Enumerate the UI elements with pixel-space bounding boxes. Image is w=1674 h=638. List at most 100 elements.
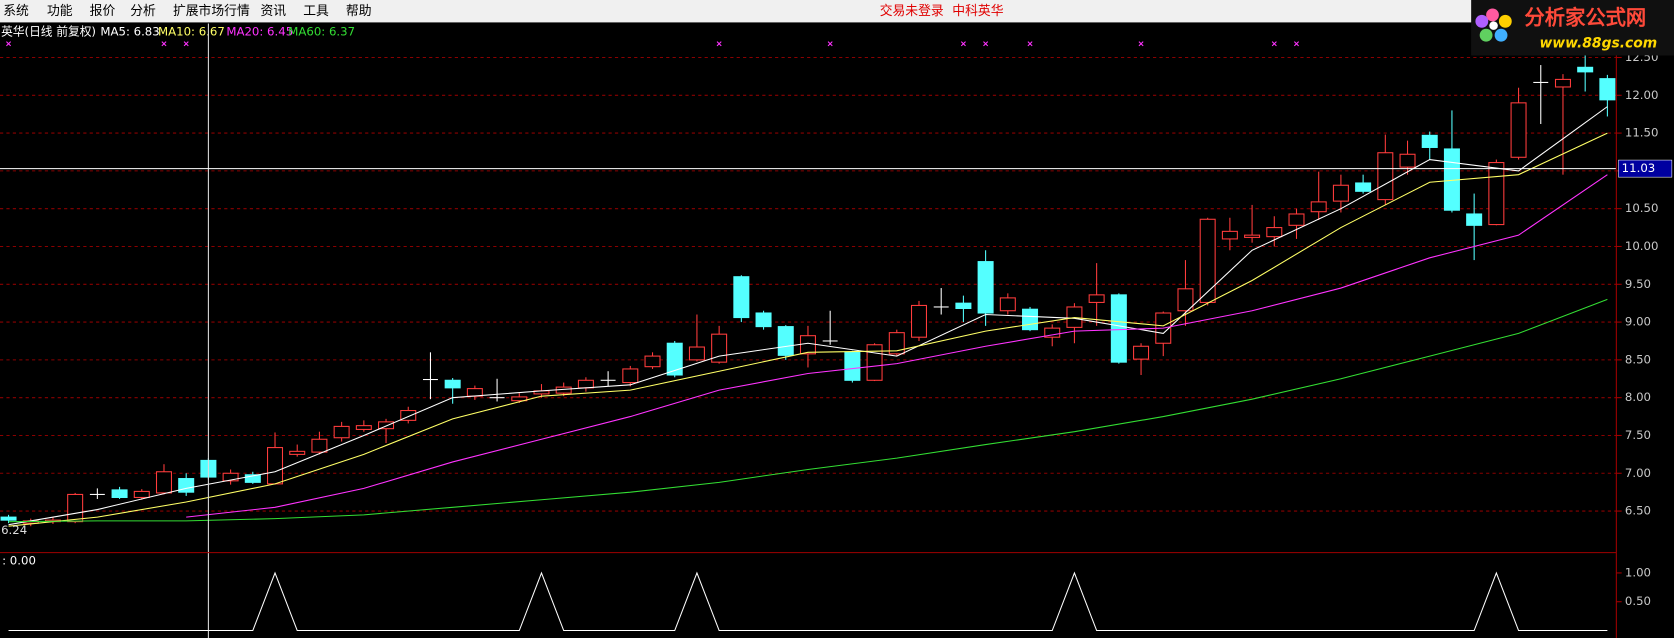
candle-body [1399,153,1416,168]
candle-body [1288,213,1305,226]
candle-body [866,344,883,381]
legend-entry: MA60: 6.37 [288,25,355,39]
y-tick-label: 10.50 [1625,201,1659,215]
ma-line [8,106,1608,526]
signal-mark [960,41,966,47]
menu-item[interactable]: 扩展市场行情 [173,3,250,19]
candle-body [1133,345,1150,360]
y-tick-label: 7.00 [1625,466,1651,480]
candle-body [1554,78,1571,88]
candle-body [777,326,794,356]
ma-line [8,298,1608,523]
candle-body [0,516,17,521]
candle-body [311,438,328,453]
menu-item[interactable]: 工具 [303,4,329,19]
logo-petal [1475,14,1489,28]
signal-mark [983,41,989,47]
signal-mark [183,41,189,47]
candle-body [644,355,661,368]
candle-body [688,346,705,361]
candle-body [1332,184,1349,202]
last-price-label: 11.03 [1622,161,1656,175]
candle-body [1244,234,1261,238]
candle-body [1199,218,1216,303]
candle-body [244,474,261,483]
logo-petal [1498,14,1512,28]
candle-body [999,297,1016,312]
signal-mark [6,41,12,47]
candle-body [378,421,395,430]
candle-body [400,409,417,421]
candle-body [1577,66,1594,73]
menu-item[interactable]: 功能 [47,4,73,19]
candle-body [1177,288,1194,312]
candle-body [888,332,905,355]
logo-petal [1494,28,1508,42]
signal-mark [1271,41,1277,47]
signal-mark [1027,41,1033,47]
logo-url: www.88gs.com [1539,36,1657,52]
legend-entry: MA20: 6.45 [226,25,293,39]
candle-body [1466,213,1483,226]
candle-body [1022,308,1039,331]
logo-petal [1486,8,1499,22]
y-tick-label: 12.00 [1625,88,1659,102]
candle-body [955,302,972,310]
candle-body [1110,294,1127,363]
candle-body [1266,227,1283,238]
candle-body [799,335,816,355]
signal-mark [827,41,833,47]
y-tick-label: 11.50 [1625,126,1659,140]
logo-title: 分析家公式网 [1525,6,1647,30]
y-tick-label: 7.50 [1625,428,1651,442]
candle-body [666,342,683,376]
candle-body [333,425,350,439]
menu-item[interactable]: 系统 [3,4,29,19]
candle-body [910,304,927,338]
y-tick-label: 9.00 [1625,315,1651,329]
candle-body [577,379,594,389]
y-tick-label: 1.00 [1625,565,1651,579]
menu-item[interactable]: 报价 [90,4,116,19]
logo-center [1489,21,1498,30]
min-label: 6.24 [1,523,27,537]
candle-body [466,388,483,397]
candle-body [755,312,772,328]
legend-entry: MA10: 6.67 [158,25,225,39]
menu-item[interactable]: 资讯 [260,4,286,19]
legend-entry: MA5: 6.83 [100,25,159,39]
logo-petal [1479,28,1493,42]
candle-body [977,261,994,314]
signal-mark [1138,41,1144,47]
candle-body [1044,327,1061,338]
chart-title: 英华(日线 前复权) [1,25,96,39]
menu-item[interactable]: 分析 [130,4,156,19]
y-tick-label: 8.00 [1625,390,1651,404]
y-tick-label: 8.50 [1625,352,1651,366]
candle-body [622,368,639,384]
candle-body [1488,162,1505,226]
status-text: 中科英华 [952,4,1003,19]
y-tick-label: 0.50 [1625,594,1651,608]
candle-body [1355,182,1372,192]
candle-body [1221,230,1238,240]
status-text: 交易未登录 [880,3,944,19]
ma-line [8,132,1608,527]
candle-body [111,489,128,498]
y-tick-label: 10.00 [1625,239,1659,253]
ma-line [186,174,1608,518]
menu-item[interactable]: 帮助 [346,4,372,19]
candle-body [289,450,306,455]
candle-body [1510,102,1527,158]
candle-body [1599,78,1616,101]
logo: 分析家公式网 www.88gs.com [1471,0,1674,56]
menu-bar [0,0,1674,23]
y-tick-label: 9.50 [1625,277,1651,291]
candle-body [222,472,239,482]
signal-mark [716,41,722,47]
candle-body [444,379,461,389]
candle-body [355,425,372,430]
